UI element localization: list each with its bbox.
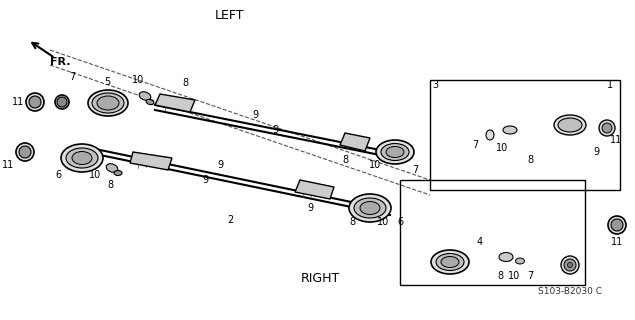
Text: 1: 1	[607, 80, 613, 90]
Text: 7: 7	[412, 165, 418, 175]
Text: 9: 9	[252, 110, 258, 120]
Text: 9: 9	[593, 147, 599, 157]
Ellipse shape	[386, 147, 404, 157]
Text: 8: 8	[107, 180, 113, 190]
Polygon shape	[155, 94, 195, 112]
Text: 8: 8	[497, 271, 503, 281]
Text: 10: 10	[369, 160, 381, 170]
Text: 10: 10	[132, 75, 144, 85]
Text: 8: 8	[527, 155, 533, 165]
Ellipse shape	[19, 146, 31, 158]
Ellipse shape	[360, 202, 380, 214]
Ellipse shape	[72, 151, 92, 164]
Ellipse shape	[55, 95, 69, 109]
Text: 6: 6	[397, 217, 403, 227]
Ellipse shape	[599, 120, 615, 136]
Ellipse shape	[88, 90, 128, 116]
Text: 9: 9	[217, 160, 223, 170]
Text: LEFT: LEFT	[215, 9, 244, 21]
Bar	[400, 180, 585, 285]
Text: 9: 9	[272, 125, 278, 135]
Ellipse shape	[602, 123, 612, 133]
Ellipse shape	[436, 253, 464, 270]
Ellipse shape	[431, 250, 469, 274]
Ellipse shape	[66, 148, 98, 168]
Ellipse shape	[611, 219, 623, 231]
Ellipse shape	[441, 257, 459, 268]
Ellipse shape	[608, 216, 626, 234]
Ellipse shape	[503, 126, 517, 134]
Ellipse shape	[114, 171, 122, 175]
Ellipse shape	[516, 258, 525, 264]
Bar	[430, 80, 620, 190]
Text: 10: 10	[89, 170, 101, 180]
Text: 2: 2	[227, 215, 233, 225]
Ellipse shape	[16, 143, 34, 161]
Text: 6: 6	[55, 170, 61, 180]
Text: 7: 7	[69, 72, 75, 82]
Ellipse shape	[558, 118, 582, 132]
Text: 11: 11	[611, 237, 623, 247]
Ellipse shape	[97, 96, 119, 110]
Ellipse shape	[146, 100, 154, 105]
Text: 10: 10	[377, 217, 389, 227]
Text: 4: 4	[477, 237, 483, 247]
Text: FR.: FR.	[50, 57, 70, 67]
Ellipse shape	[29, 96, 41, 108]
Polygon shape	[130, 152, 172, 170]
Polygon shape	[340, 133, 370, 151]
Ellipse shape	[349, 194, 391, 222]
Ellipse shape	[139, 92, 150, 100]
Ellipse shape	[92, 93, 124, 113]
Text: 8: 8	[349, 217, 355, 227]
Ellipse shape	[568, 262, 573, 268]
Ellipse shape	[561, 256, 579, 274]
Ellipse shape	[554, 115, 586, 135]
Text: 7: 7	[472, 140, 478, 150]
Text: 10: 10	[496, 143, 508, 153]
Polygon shape	[295, 180, 334, 199]
Text: 9: 9	[307, 203, 313, 213]
Ellipse shape	[354, 198, 386, 218]
Text: 7: 7	[527, 271, 533, 281]
Text: 11: 11	[610, 135, 622, 145]
Ellipse shape	[376, 140, 414, 164]
Ellipse shape	[381, 143, 409, 161]
Ellipse shape	[61, 144, 103, 172]
Text: 8: 8	[342, 155, 348, 165]
Ellipse shape	[26, 93, 44, 111]
Text: 8: 8	[182, 78, 188, 88]
Text: S103-B2030 C: S103-B2030 C	[538, 287, 602, 297]
Ellipse shape	[564, 259, 576, 271]
Text: 5: 5	[104, 77, 110, 87]
Text: 11: 11	[12, 97, 24, 107]
Text: 3: 3	[432, 80, 438, 90]
Text: RIGHT: RIGHT	[300, 271, 340, 284]
Ellipse shape	[499, 252, 513, 261]
Text: 10: 10	[508, 271, 520, 281]
Ellipse shape	[486, 130, 494, 140]
Text: 9: 9	[202, 175, 208, 185]
Text: 11: 11	[2, 160, 14, 170]
Ellipse shape	[57, 97, 67, 107]
Ellipse shape	[106, 164, 118, 172]
